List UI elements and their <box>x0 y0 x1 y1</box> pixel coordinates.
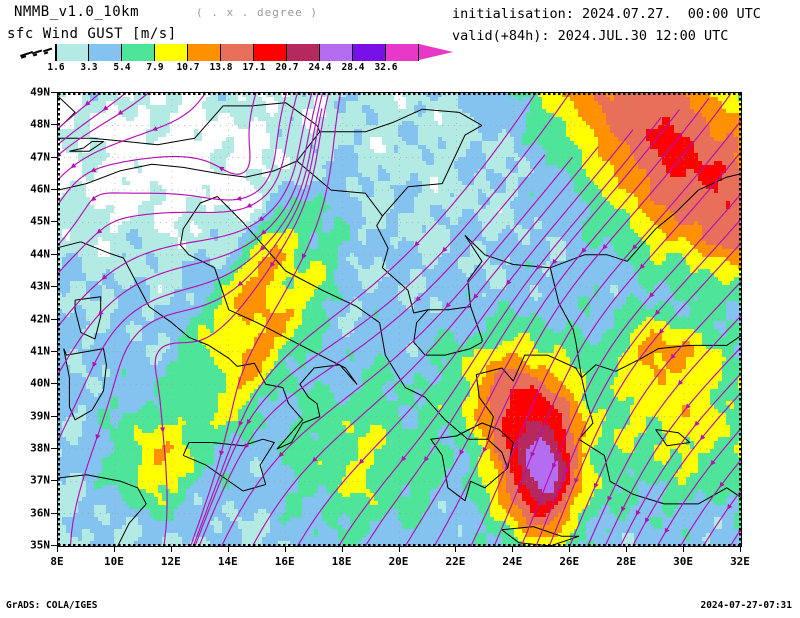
y-tick-46N: 46N <box>30 182 50 196</box>
colorbar-tick-32.6: 32.6 <box>374 62 398 73</box>
colorbar-tick-20.7: 20.7 <box>275 62 299 73</box>
y-tick-40N: 40N <box>30 376 50 390</box>
x-tick-28E: 28E <box>616 555 637 568</box>
y-tick-47N: 47N <box>30 150 50 164</box>
colorbar-swatch-5 <box>221 44 254 61</box>
x-tick-12E: 12E <box>160 555 181 568</box>
colorbar-tick-13.8: 13.8 <box>209 62 233 73</box>
map-frame-ticks <box>58 93 741 546</box>
map-plot-area[interactable] <box>57 92 742 547</box>
colorbar-swatch-2 <box>122 44 155 61</box>
y-tick-36N: 36N <box>30 506 50 520</box>
y-tick-43N: 43N <box>30 279 50 293</box>
coastlines-and-borders <box>58 95 741 546</box>
field-name-label: sfc Wind GUST [m/s] <box>7 26 177 42</box>
colorbar-tick-3.3: 3.3 <box>80 62 98 73</box>
y-tick-41N: 41N <box>30 344 50 358</box>
colorbar-swatch-0 <box>56 44 89 61</box>
y-tick-49N: 49N <box>30 85 50 99</box>
x-tick-30E: 30E <box>673 555 694 568</box>
colorbar-swatch-6 <box>254 44 287 61</box>
x-tick-20E: 20E <box>388 555 409 568</box>
x-tick-32E: 32E <box>730 555 750 568</box>
grid-resolution-note: ( . x . degree ) <box>196 6 318 19</box>
colorbar-tick-17.1: 17.1 <box>242 62 266 73</box>
colorbar-swatch-1 <box>89 44 122 61</box>
colorbar-below-min-swatch <box>18 44 56 61</box>
x-tick-26E: 26E <box>559 555 580 568</box>
x-tick-10E: 10E <box>103 555 124 568</box>
colorbar-tick-7.9: 7.9 <box>146 62 164 73</box>
y-tick-37N: 37N <box>30 473 50 487</box>
x-tick-22E: 22E <box>445 555 466 568</box>
colorbar-swatches <box>56 44 419 61</box>
colorbar-swatch-8 <box>320 44 353 61</box>
colorbar-swatch-9 <box>353 44 386 61</box>
y-tick-42N: 42N <box>30 312 50 325</box>
colorbar-tick-1.6: 1.6 <box>47 62 65 73</box>
render-timestamp-label: 2024-07-27-07:31 <box>700 600 792 611</box>
y-tick-44N: 44N <box>30 247 50 261</box>
x-tick-14E: 14E <box>217 555 238 568</box>
colorbar-tick-28.4: 28.4 <box>341 62 365 73</box>
initialisation-time-label: initialisation: 2024.07.27. 00:00 UTC <box>452 6 761 22</box>
y-tick-48N: 48N <box>30 117 50 131</box>
x-tick-16E: 16E <box>274 555 295 568</box>
y-tick-35N: 35N <box>30 538 50 552</box>
colorbar-tick-10.7: 10.7 <box>176 62 200 73</box>
colorbar: 1.6 3.3 5.4 7.9 10.7 13.8 17.1 20.7 24.4 28.4 32.6 <box>18 44 453 73</box>
colorbar-tick-5.4: 5.4 <box>113 62 131 73</box>
y-tick-39N: 39N <box>30 409 50 423</box>
valid-time-label: valid(+84h): 2024.JUL.30 12:00 UTC <box>452 28 729 44</box>
colorbar-swatch-10 <box>386 44 419 61</box>
wind-streamlines <box>58 93 741 546</box>
colorbar-swatch-3 <box>155 44 188 61</box>
x-tick-24E: 24E <box>502 555 523 568</box>
wind-gust-map <box>58 93 741 546</box>
colorbar-tick-24.4: 24.4 <box>308 62 332 73</box>
grads-credit-label: GrADS: COLA/IGES <box>6 600 98 611</box>
colorbar-swatch-4 <box>188 44 221 61</box>
colorbar-swatch-7 <box>287 44 320 61</box>
x-tick-18E: 18E <box>331 555 352 568</box>
y-tick-45N: 45N <box>30 214 50 228</box>
x-tick-8E: 8E <box>50 555 64 568</box>
colorbar-above-max-arrow <box>419 44 453 60</box>
model-name-label: NMMB_v1.0_10km <box>14 4 140 20</box>
y-tick-38N: 38N <box>30 441 50 455</box>
